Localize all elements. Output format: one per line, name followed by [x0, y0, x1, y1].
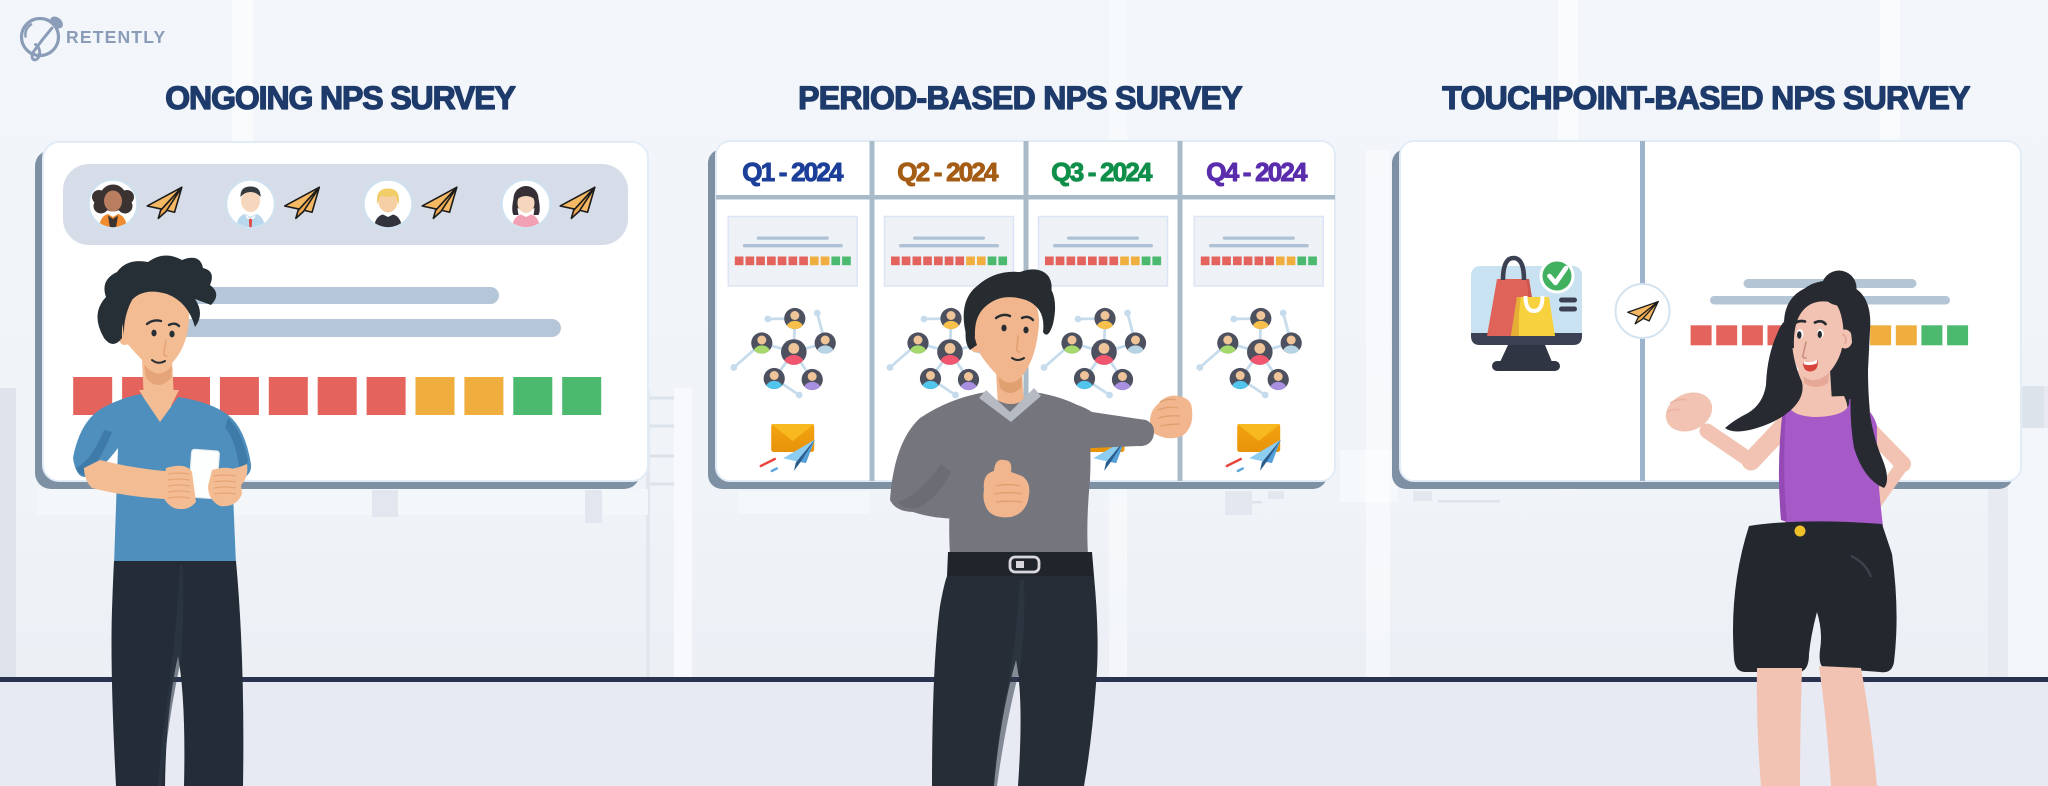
svg-text:Q2 - 2024: Q2 - 2024 — [897, 157, 999, 187]
svg-text:Q4 - 2024: Q4 - 2024 — [1206, 157, 1308, 187]
svg-text:ONGOING NPS SURVEY: ONGOING NPS SURVEY — [165, 80, 515, 116]
svg-text:Q3 - 2024: Q3 - 2024 — [1051, 157, 1153, 187]
svg-text:RETENTLY: RETENTLY — [66, 27, 166, 47]
svg-text:Q1 - 2024: Q1 - 2024 — [742, 157, 844, 187]
svg-text:TOUCHPOINT-BASED NPS SURVEY: TOUCHPOINT-BASED NPS SURVEY — [1442, 80, 1970, 116]
svg-text:PERIOD-BASED NPS SURVEY: PERIOD-BASED NPS SURVEY — [798, 80, 1242, 116]
